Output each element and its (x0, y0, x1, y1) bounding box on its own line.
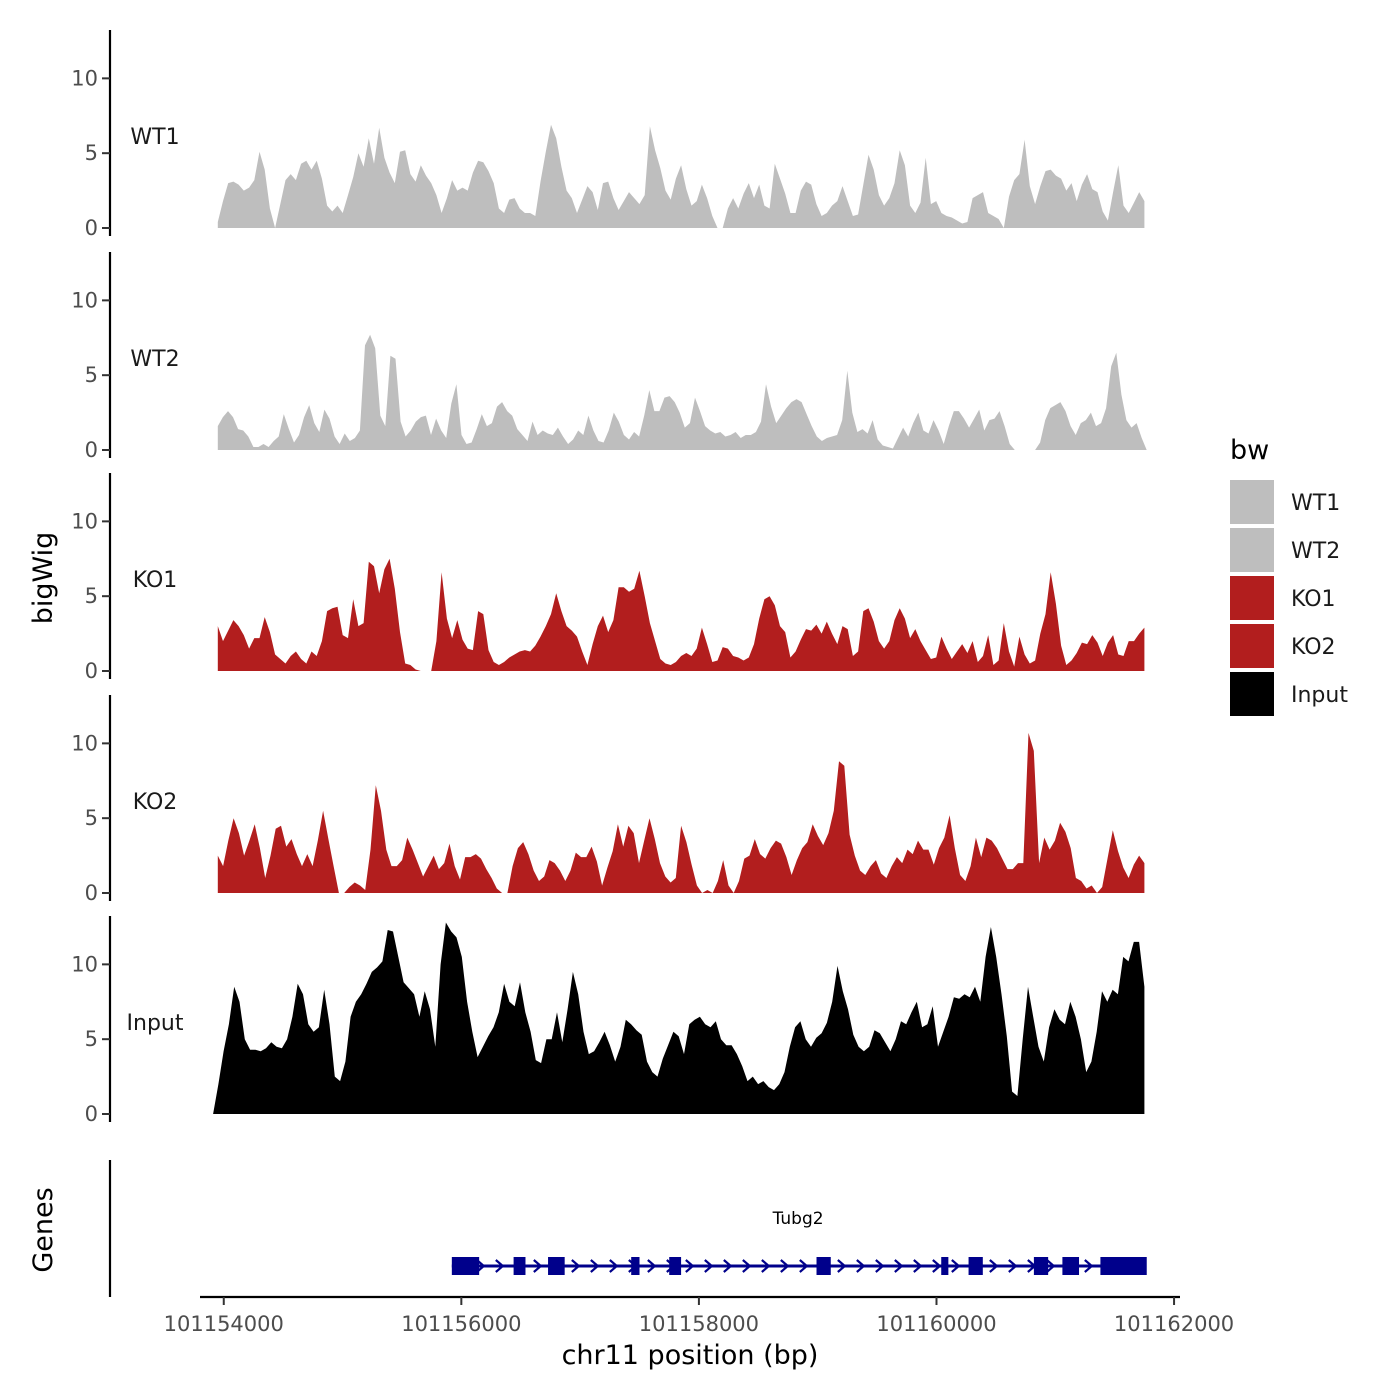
x-tick-label-101156000: 101156000 (401, 1312, 521, 1336)
legend-swatch-ko1 (1230, 576, 1274, 620)
strand-arrow (932, 1259, 942, 1273)
exon-1 (451, 1257, 480, 1275)
y-tick-label-ko2-0: 0 (85, 881, 98, 905)
x-tick-label-101160000: 101160000 (876, 1312, 996, 1336)
y-tick-label-ko1-5: 5 (85, 584, 98, 608)
strand-arrow (533, 1259, 543, 1273)
legend-label-input: Input (1291, 683, 1348, 708)
y-axis-title-genes: Genes (28, 1187, 59, 1272)
legend-title: bw (1230, 435, 1269, 466)
exon-9 (1033, 1257, 1049, 1275)
strand-arrow (1046, 1259, 1056, 1273)
y-tick-label-input-5: 5 (85, 1027, 98, 1051)
track-input: 0 5 10 Input (71, 916, 1145, 1126)
strand-arrow (951, 1259, 961, 1273)
exon-5 (669, 1257, 682, 1275)
exon-7 (941, 1257, 949, 1275)
area-ko1 (217, 558, 1145, 671)
legend-swatch-wt2 (1230, 528, 1274, 572)
exon-10 (1062, 1257, 1080, 1275)
y-tick-label-wt2-0: 0 (85, 438, 98, 462)
x-tick-label-101158000: 101158000 (639, 1312, 759, 1336)
strand-arrow (913, 1259, 923, 1273)
strand-arrow (685, 1259, 695, 1273)
gene-name-label: Tubg2 (772, 1209, 824, 1229)
strand-arrow (1084, 1259, 1094, 1273)
x-axis-title: chr11 position (bp) (562, 1340, 819, 1371)
y-tick-label-ko1-0: 0 (85, 659, 98, 683)
track-ko1: 0 5 10 KO1 (71, 473, 1145, 683)
legend: bw WT1 WT2 KO1 KO2 Input (1230, 435, 1348, 716)
track-label-wt1: WT1 (130, 125, 179, 150)
y-tick-label-wt1-5: 5 (85, 141, 98, 165)
strand-arrow (989, 1259, 999, 1273)
track-label-wt2: WT2 (130, 347, 179, 372)
strand-arrow (780, 1259, 790, 1273)
strand-arrow (761, 1259, 771, 1273)
legend-label-ko2: KO2 (1291, 635, 1336, 660)
strand-arrow (704, 1259, 714, 1273)
strand-arrow (495, 1259, 505, 1273)
y-axis-title-bigwig: bigWig (28, 532, 59, 625)
legend-swatch-ko2 (1230, 624, 1274, 668)
y-tick-label-wt1-0: 0 (85, 216, 98, 240)
strand-arrow (799, 1259, 809, 1273)
exon-6 (816, 1257, 831, 1275)
track-ko2: 0 5 10 KO2 (71, 695, 1145, 905)
y-tick-label-ko2-10: 10 (71, 731, 98, 755)
track-wt1: 0 5 10 WT1 (71, 30, 1145, 240)
track-label-ko2: KO2 (133, 790, 178, 815)
y-tick-label-wt2-10: 10 (71, 288, 98, 312)
y-tick-label-input-0: 0 (85, 1102, 98, 1126)
y-tick-label-ko2-5: 5 (85, 806, 98, 830)
area-ko2 (217, 732, 1145, 893)
area-input (213, 922, 1145, 1114)
exon-4 (631, 1257, 640, 1275)
genes-track: Tubg2 (108, 1160, 1147, 1297)
track-label-input: Input (127, 1011, 184, 1036)
strand-arrow (856, 1259, 866, 1273)
x-tick-label-101154000: 101154000 (164, 1312, 284, 1336)
exon-2 (513, 1257, 526, 1275)
y-tick-label-wt2-5: 5 (85, 363, 98, 387)
strand-arrow (1008, 1259, 1018, 1273)
legend-label-wt1: WT1 (1291, 491, 1340, 516)
strand-arrow (875, 1259, 885, 1273)
x-tick-label-101162000: 101162000 (1114, 1312, 1234, 1336)
strand-arrow (571, 1259, 581, 1273)
exon-3 (548, 1257, 565, 1275)
area-wt1 (217, 124, 1145, 228)
legend-label-ko1: KO1 (1291, 587, 1336, 612)
strand-arrow (476, 1259, 486, 1273)
track-label-ko1: KO1 (133, 568, 178, 593)
y-tick-label-wt1-10: 10 (71, 66, 98, 90)
y-tick-label-ko1-10: 10 (71, 509, 98, 533)
track-wt2: 0 5 10 WT2 (71, 252, 1147, 462)
legend-swatch-wt1 (1230, 480, 1274, 524)
x-axis: 101154000 101156000 101158000 101160000 1011… (164, 1295, 1234, 1336)
exon-11 (1100, 1257, 1147, 1275)
strand-arrow (590, 1259, 600, 1273)
strand-arrow (837, 1259, 847, 1273)
strand-arrow (894, 1259, 904, 1273)
strand-arrow (742, 1259, 752, 1273)
legend-swatch-input (1230, 672, 1274, 716)
strand-arrow (647, 1259, 657, 1273)
area-wt2 (217, 334, 1147, 450)
legend-label-wt2: WT2 (1291, 539, 1340, 564)
exon-8 (968, 1257, 983, 1275)
strand-arrow (723, 1259, 733, 1273)
signal-tracks: 0 5 10 WT1 0 5 10 WT2 0 5 10 KO1 0 5 10 KO2 0 5 10 Input (71, 30, 1147, 1126)
y-tick-label-input-10: 10 (71, 952, 98, 976)
strand-arrow (609, 1259, 619, 1273)
